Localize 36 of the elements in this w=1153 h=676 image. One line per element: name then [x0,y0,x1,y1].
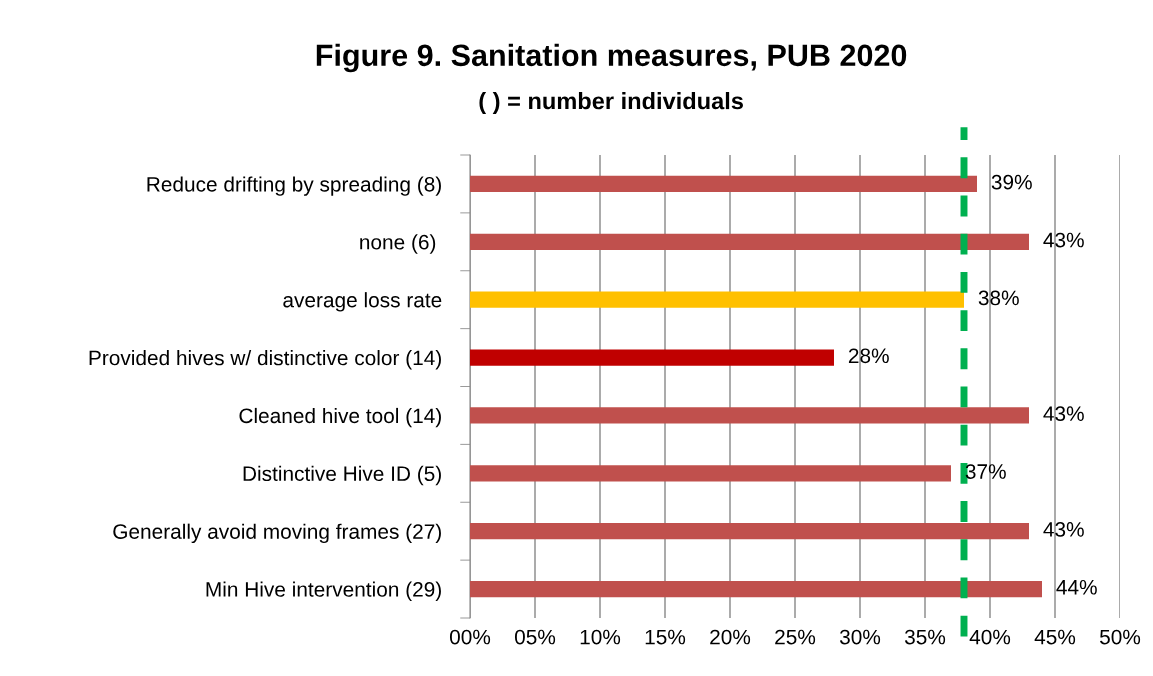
data-label: 28% [848,348,889,364]
chart-title: Figure 9. Sanitation measures, PUB 2020 [316,43,907,73]
data-label: 38% [978,290,1019,306]
data-label: 43% [1043,232,1084,248]
y-tick-label: average loss rate [283,292,442,312]
y-tick-label: Provided hives w/ distinctive color (14) [89,350,441,370]
x-tick-label: 30% [839,629,881,645]
y-tick-label: Reduce drifting by spreading (8) [147,176,441,196]
bar [470,580,1042,598]
y-tick-label: Distinctive Hive ID (5) [243,465,441,486]
x-tick-label: 15% [645,629,686,645]
x-tick-label: 45% [1034,629,1076,645]
y-tick-label: Min Hive intervention (29) [206,581,441,601]
y-tick-label: none (6) [360,234,436,254]
chart-subtitle: ( ) = number individuals [479,92,743,114]
x-tick-label: 00% [449,629,491,645]
bar [470,175,977,193]
x-tick-label: 20% [710,629,751,645]
data-label: 39% [991,174,1032,190]
x-tick-label: 50% [1099,629,1141,645]
y-tick-label: Cleaned hive tool (14) [239,407,441,428]
bar [470,233,1029,250]
data-label: 44% [1056,579,1097,595]
x-tick-label: 10% [580,629,621,645]
bar [470,523,1029,540]
bar [470,407,1029,424]
bar [470,291,964,308]
y-tick-label: Generally avoid moving frames (27) [113,523,441,544]
x-tick-label: 05% [514,629,556,645]
bar [470,349,834,366]
x-tick-label: 35% [904,629,946,645]
data-label: 43% [1043,406,1084,422]
x-tick-label: 25% [775,629,816,645]
x-tick-label: 40% [969,629,1011,645]
bar [470,465,951,482]
data-label: 43% [1043,522,1084,537]
